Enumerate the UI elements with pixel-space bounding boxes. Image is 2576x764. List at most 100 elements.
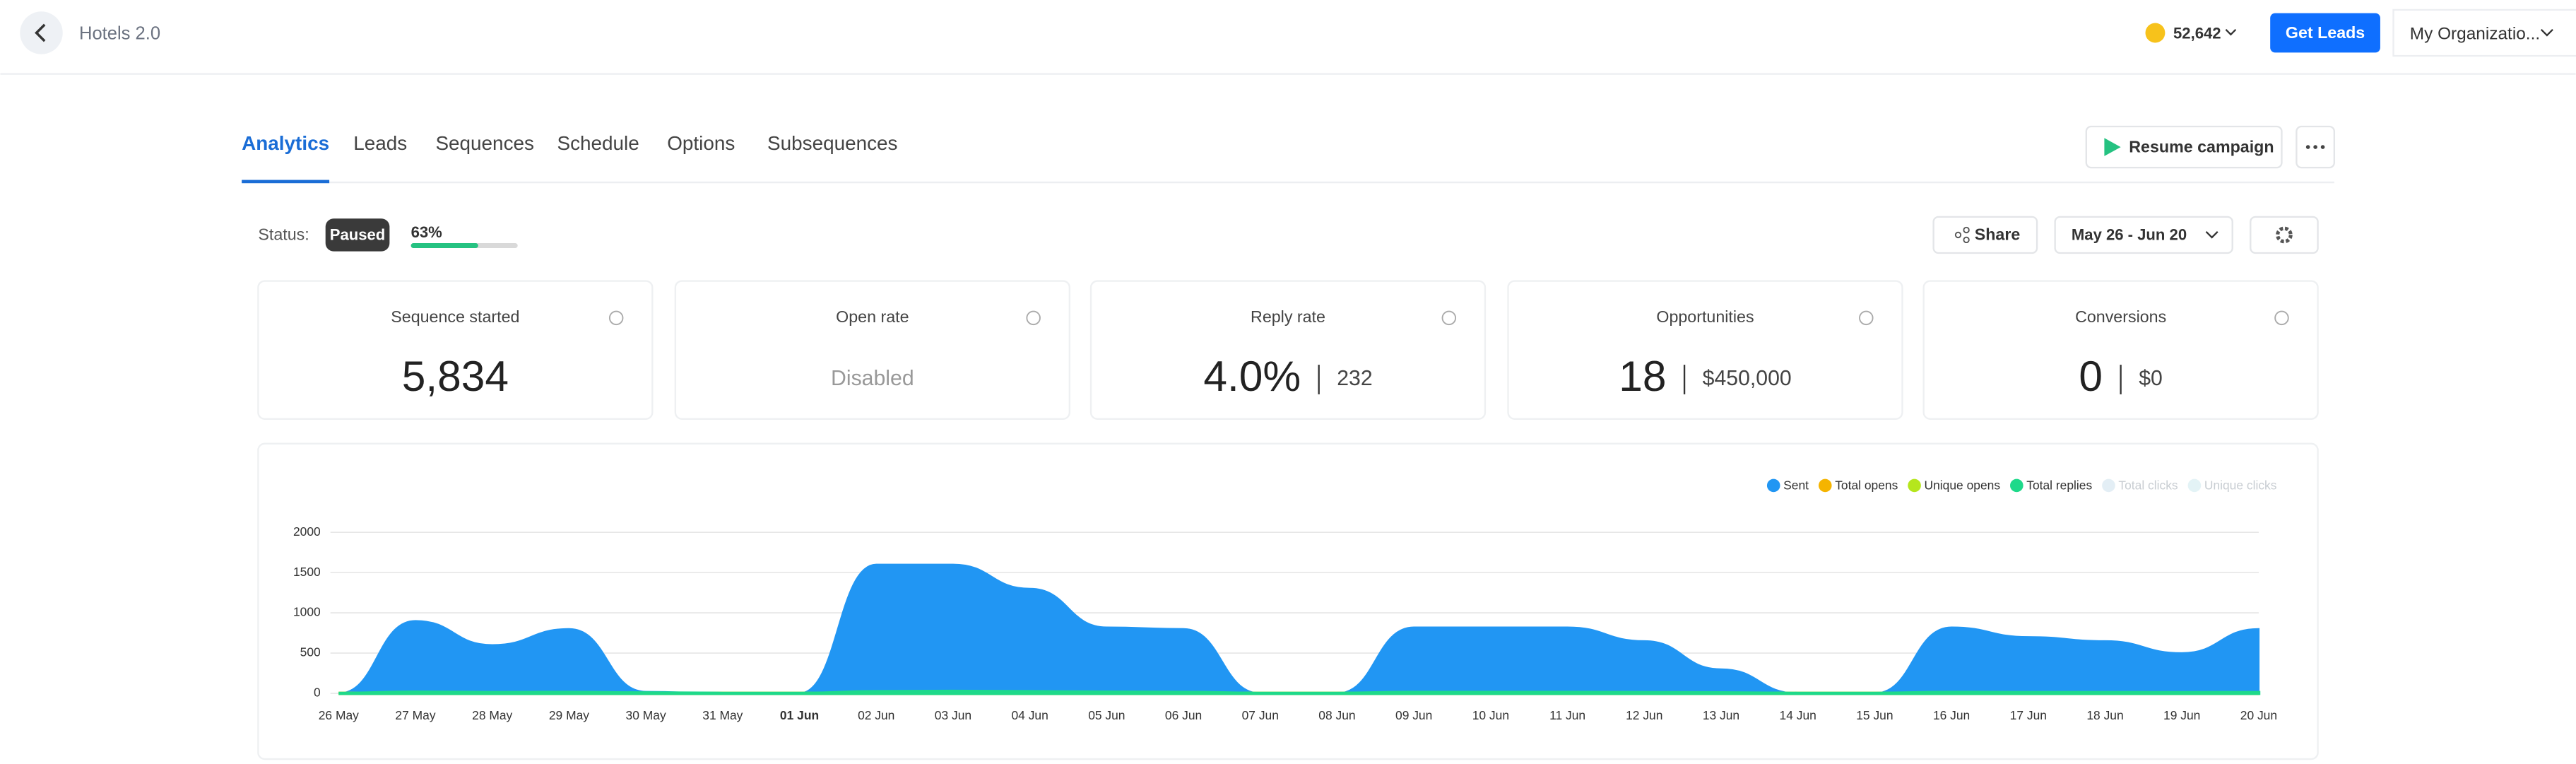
- get-leads-label: Get Leads: [2286, 23, 2365, 42]
- x-tick-label: 01 Jun: [780, 708, 819, 722]
- status-state: Paused: [330, 225, 386, 243]
- legend-swatch: [2010, 478, 2023, 493]
- legend-item[interactable]: Unique clicks: [2187, 478, 2277, 493]
- back-button[interactable]: [20, 11, 63, 54]
- back-icon: [35, 23, 46, 42]
- x-tick-label: 14 Jun: [1780, 708, 1816, 722]
- stat-cards: Sequence started 5,834 Open rate Disabled Re…: [257, 280, 2319, 420]
- card-value: 0: [2079, 352, 2103, 400]
- x-tick-label: 02 Jun: [858, 708, 894, 722]
- info-icon: [1026, 310, 1041, 326]
- legend-item[interactable]: Total replies: [2010, 478, 2093, 493]
- x-tick-label: 16 Jun: [1933, 708, 1970, 722]
- x-tick-label: 09 Jun: [1395, 708, 1432, 722]
- status-label: Status:: [258, 225, 309, 244]
- tabs: Analytics Leads Sequences Schedule Options Su…: [242, 132, 897, 184]
- y-tick-label: 1500: [293, 565, 321, 579]
- x-tick-label: 11 Jun: [1549, 708, 1585, 722]
- legend-item[interactable]: Total clicks: [2102, 478, 2178, 493]
- legend-swatch: [2102, 478, 2115, 493]
- card-title: Sequence started: [391, 307, 519, 326]
- info-icon: [2274, 310, 2289, 326]
- legend-label: Total replies: [2026, 478, 2092, 493]
- legend-label: Unique opens: [1925, 478, 2001, 493]
- org-name: My Organizatio...: [2410, 24, 2540, 43]
- x-tick-label: 31 May: [702, 708, 743, 722]
- legend-item[interactable]: Unique opens: [1908, 478, 2000, 493]
- legend-swatch: [1766, 478, 1780, 493]
- legend-item[interactable]: Total opens: [1818, 478, 1898, 493]
- legend-label: Unique clicks: [2204, 478, 2277, 493]
- x-tick-label: 03 Jun: [935, 708, 971, 722]
- share-label: Share: [1975, 225, 2021, 244]
- stat-card: [1922, 280, 2319, 420]
- tab[interactable]: Options: [667, 132, 735, 154]
- date-range-button[interactable]: [2054, 216, 2233, 254]
- legend-label: Sent: [1783, 478, 1809, 493]
- date-range: May 26 - Jun 20: [2072, 225, 2187, 243]
- resume-button[interactable]: [2085, 125, 2283, 169]
- tab[interactable]: Analytics: [242, 132, 329, 154]
- share-button[interactable]: [1932, 216, 2038, 254]
- legend-label: Total opens: [1835, 478, 1898, 493]
- progress-fill: [410, 243, 478, 249]
- more-icon: [2305, 145, 2325, 149]
- legend-label: Total clicks: [2118, 478, 2178, 493]
- stat-card: [1089, 280, 1487, 420]
- x-tick-label: 13 Jun: [1703, 708, 1739, 722]
- card-title: Reply rate: [1251, 307, 1325, 326]
- gear-icon: [2276, 226, 2293, 244]
- x-tick-label: 26 May: [319, 708, 359, 722]
- x-tick-label: 06 Jun: [1165, 708, 1202, 722]
- legend-swatch: [1818, 478, 1832, 493]
- org-chevron: [2540, 29, 2553, 37]
- credits: 52,642: [2173, 25, 2221, 42]
- tab[interactable]: Leads: [353, 132, 407, 154]
- card-title: Conversions: [2075, 307, 2166, 326]
- resume-label: Resume campaign: [2129, 137, 2274, 155]
- card-value: 4.0%: [1203, 352, 1301, 400]
- x-tick-label: 08 Jun: [1318, 708, 1355, 722]
- chart: 0 500 1000 1500 2000 26 May 27 May 28 May 29 May…: [293, 478, 2277, 722]
- card-secondary: 232: [1337, 367, 1372, 390]
- y-tick-label: 500: [300, 645, 321, 659]
- progress-label: 63%: [411, 223, 443, 241]
- get-leads-button[interactable]: [2270, 13, 2380, 53]
- tab[interactable]: Sequences: [435, 132, 533, 154]
- legend-swatch: [1908, 478, 1921, 493]
- card-secondary: $450,000: [1703, 367, 1792, 390]
- tab[interactable]: Schedule: [557, 132, 639, 154]
- card-value: 5,834: [402, 352, 509, 400]
- x-tick-label: 20 Jun: [2240, 708, 2277, 722]
- x-tick-label: 04 Jun: [1011, 708, 1048, 722]
- x-tick-label: 05 Jun: [1088, 708, 1125, 722]
- chart-card: [257, 442, 2319, 760]
- credit-icon: [2145, 23, 2166, 43]
- settings-button[interactable]: [2250, 216, 2319, 254]
- info-icon: [1859, 310, 1874, 326]
- date-chevron: [2205, 230, 2218, 239]
- x-tick-label: 30 May: [626, 708, 666, 722]
- x-tick-label: 10 Jun: [1472, 708, 1509, 722]
- status-pill: [325, 218, 390, 252]
- play-icon: [2104, 138, 2121, 156]
- campaign-title: Hotels 2.0: [79, 24, 160, 44]
- info-icon: [1441, 310, 1457, 326]
- card-value: Disabled: [831, 367, 914, 390]
- x-tick-label: 07 Jun: [1242, 708, 1279, 722]
- stat-card: [257, 280, 654, 420]
- credits-chevron[interactable]: [2225, 29, 2237, 36]
- tab[interactable]: Subsequences: [767, 132, 897, 154]
- y-tick-label: 0: [314, 686, 321, 700]
- card-value: 18: [1619, 352, 1666, 400]
- card-title: Open rate: [836, 307, 909, 326]
- stat-card: [674, 280, 1070, 420]
- x-tick-label: 17 Jun: [2010, 708, 2047, 722]
- legend-item[interactable]: Sent: [1766, 478, 1809, 493]
- legend-swatch: [2187, 478, 2202, 493]
- stat-card: [1507, 280, 1903, 420]
- x-tick-label: 12 Jun: [1626, 708, 1662, 722]
- x-tick-label: 19 Jun: [2163, 708, 2200, 722]
